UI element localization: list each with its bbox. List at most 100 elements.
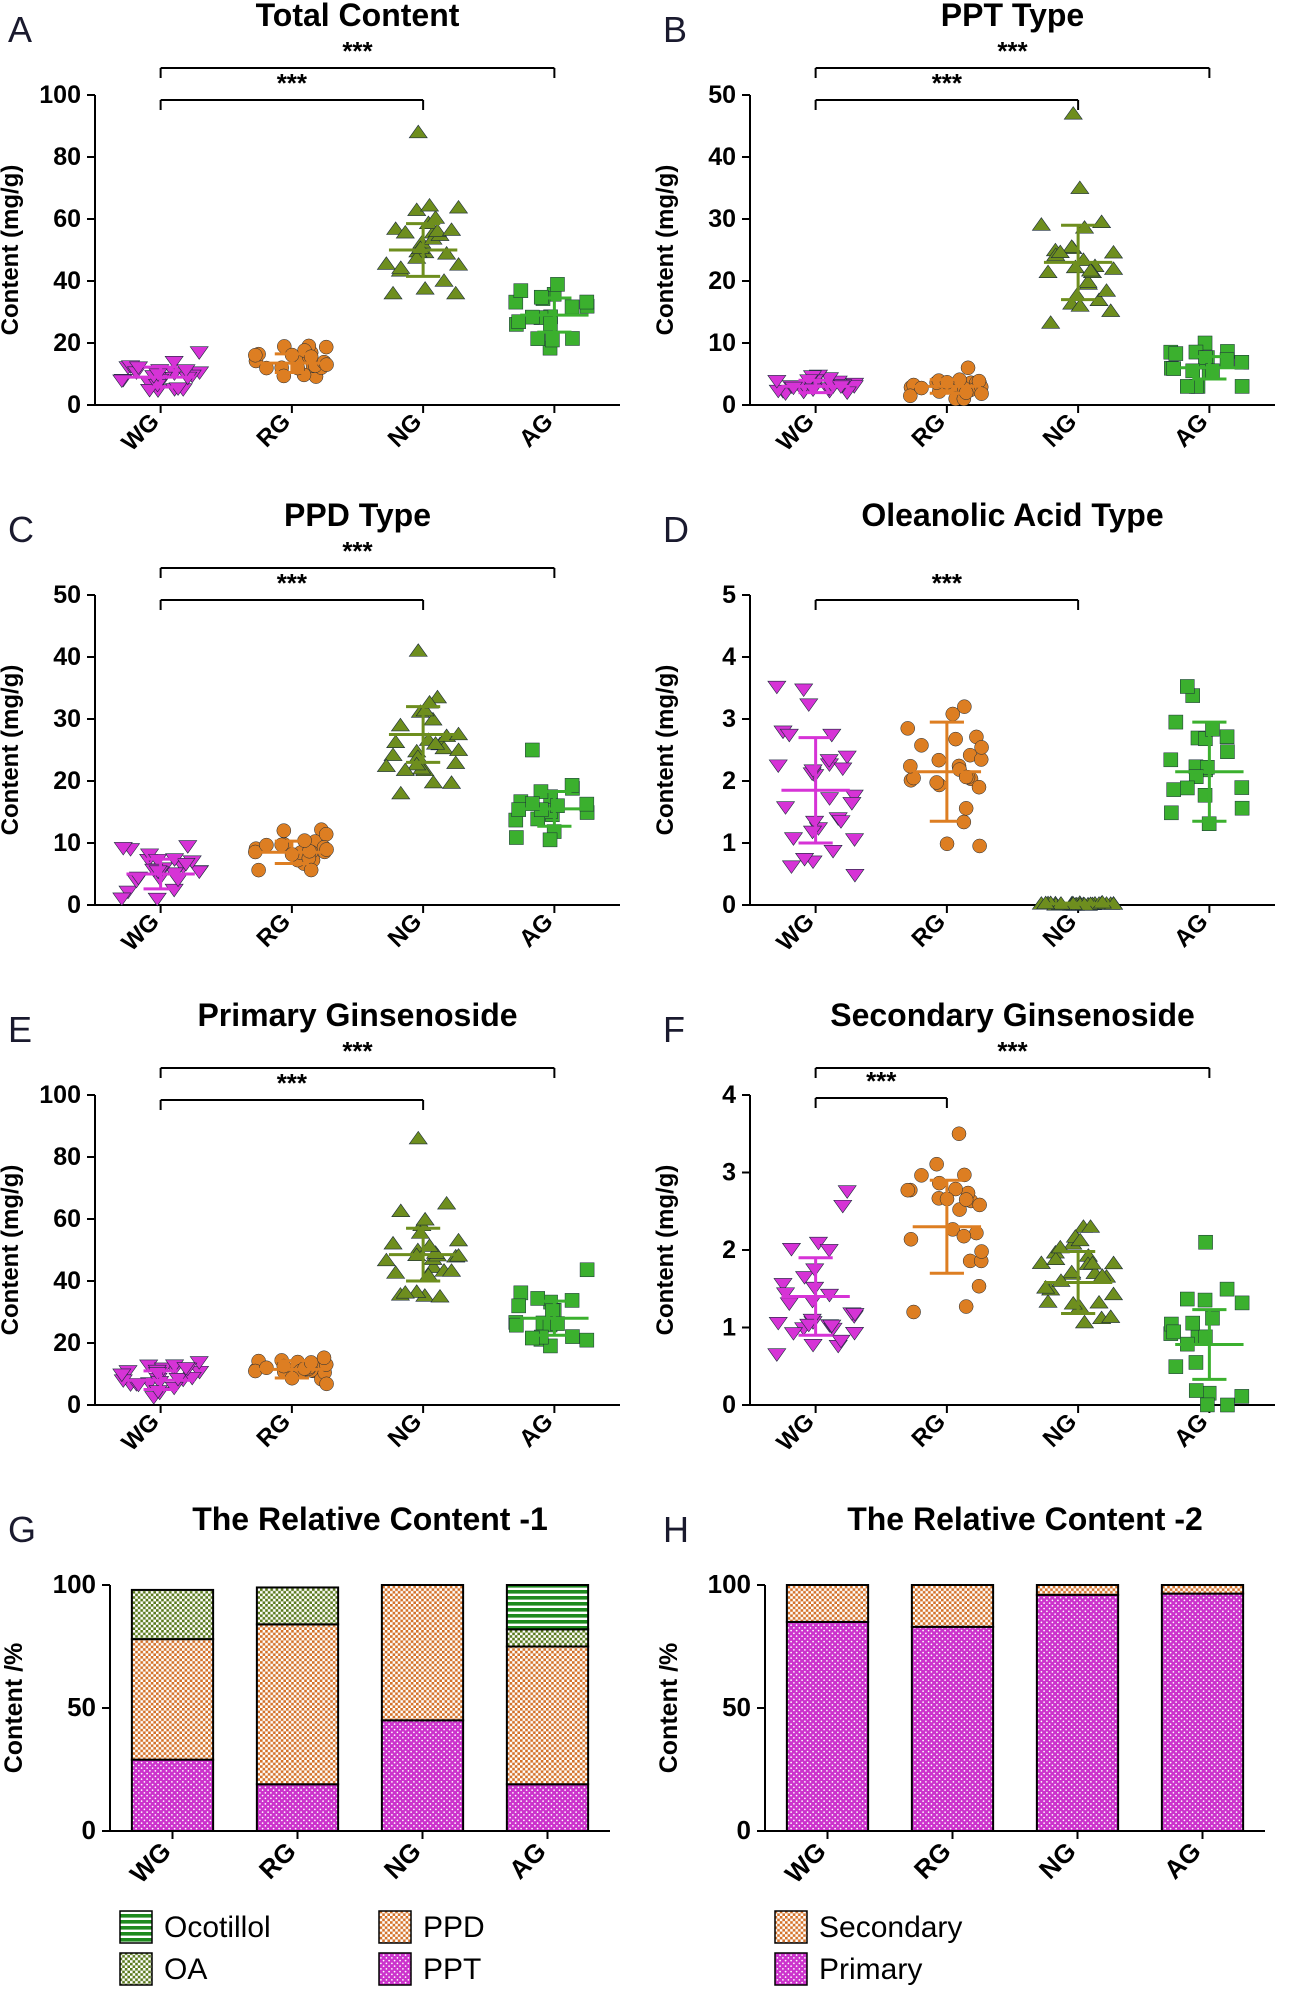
svg-text:10: 10 (53, 829, 81, 857)
svg-text:RG: RG (907, 908, 952, 953)
svg-text:Content (mg/g): Content (mg/g) (655, 665, 679, 836)
svg-text:40: 40 (53, 1267, 81, 1295)
svg-text:Secondary Ginsenoside: Secondary Ginsenoside (830, 1000, 1195, 1033)
svg-text:NG: NG (383, 908, 428, 953)
svg-text:A: A (8, 9, 32, 50)
svg-text:***: *** (932, 568, 963, 598)
svg-text:0: 0 (67, 891, 81, 919)
svg-text:Content /%: Content /% (655, 1643, 683, 1774)
svg-text:50: 50 (722, 1692, 751, 1722)
svg-text:AG: AG (514, 1408, 559, 1453)
svg-text:Primary: Primary (819, 1953, 922, 1986)
svg-text:0: 0 (67, 391, 81, 419)
svg-text:AG: AG (1158, 1836, 1207, 1885)
svg-text:WG: WG (772, 1408, 820, 1456)
svg-text:NG: NG (1038, 1408, 1083, 1453)
svg-text:RG: RG (907, 1408, 952, 1453)
svg-text:1: 1 (722, 1314, 736, 1342)
svg-text:0: 0 (67, 1391, 81, 1419)
svg-text:2: 2 (722, 1236, 736, 1264)
svg-text:***: *** (277, 568, 308, 598)
svg-text:WG: WG (772, 408, 820, 456)
svg-text:F: F (663, 1009, 685, 1050)
svg-text:AG: AG (1169, 1408, 1214, 1453)
svg-text:PPT Type: PPT Type (941, 0, 1084, 33)
svg-text:Secondary: Secondary (819, 1911, 962, 1944)
svg-text:40: 40 (53, 267, 81, 295)
svg-text:WG: WG (117, 408, 165, 456)
svg-text:20: 20 (708, 267, 736, 295)
svg-text:RG: RG (252, 908, 297, 953)
svg-text:2: 2 (722, 767, 736, 795)
svg-text:100: 100 (39, 1081, 81, 1109)
svg-text:4: 4 (722, 643, 736, 671)
svg-text:***: *** (997, 1036, 1028, 1066)
svg-text:PPD: PPD (423, 1911, 485, 1944)
svg-text:Content (mg/g): Content (mg/g) (0, 165, 24, 336)
svg-text:3: 3 (722, 1159, 736, 1187)
svg-text:30: 30 (708, 205, 736, 233)
svg-text:0: 0 (722, 391, 736, 419)
svg-text:60: 60 (53, 205, 81, 233)
svg-text:Content (mg/g): Content (mg/g) (655, 165, 679, 336)
svg-text:WG: WG (779, 1836, 832, 1889)
svg-text:5: 5 (722, 581, 736, 609)
svg-text:E: E (8, 1009, 32, 1050)
svg-text:B: B (663, 9, 687, 50)
svg-text:C: C (8, 509, 34, 550)
svg-text:WG: WG (772, 908, 820, 956)
svg-text:40: 40 (53, 643, 81, 671)
svg-text:4: 4 (722, 1081, 736, 1109)
svg-text:***: *** (866, 1066, 897, 1096)
svg-text:NG: NG (1033, 1836, 1082, 1885)
svg-text:RG: RG (252, 1408, 297, 1453)
svg-text:AG: AG (1169, 908, 1214, 953)
svg-text:NG: NG (1038, 908, 1083, 953)
svg-text:AG: AG (1169, 408, 1214, 453)
svg-text:0: 0 (82, 1815, 96, 1845)
svg-text:H: H (663, 1509, 689, 1550)
svg-text:20: 20 (53, 767, 81, 795)
svg-text:20: 20 (53, 1329, 81, 1357)
svg-text:***: *** (277, 68, 308, 98)
svg-text:80: 80 (53, 143, 81, 171)
svg-text:RG: RG (253, 1836, 302, 1885)
svg-text:***: *** (997, 36, 1028, 66)
svg-text:50: 50 (53, 581, 81, 609)
svg-text:RG: RG (908, 1836, 957, 1885)
svg-text:40: 40 (708, 143, 736, 171)
svg-text:100: 100 (53, 1569, 96, 1599)
svg-text:80: 80 (53, 1143, 81, 1171)
svg-text:50: 50 (67, 1692, 96, 1722)
svg-text:RG: RG (252, 408, 297, 453)
svg-text:30: 30 (53, 705, 81, 733)
svg-text:WG: WG (117, 1408, 165, 1456)
svg-text:Oleanolic Acid Type: Oleanolic Acid Type (861, 500, 1163, 533)
svg-text:Total Content: Total Content (256, 0, 460, 33)
svg-text:50: 50 (708, 81, 736, 109)
svg-text:NG: NG (383, 1408, 428, 1453)
svg-text:***: *** (277, 1068, 308, 1098)
svg-text:AG: AG (514, 408, 559, 453)
svg-text:10: 10 (708, 329, 736, 357)
svg-text:AG: AG (514, 908, 559, 953)
svg-text:3: 3 (722, 705, 736, 733)
svg-text:NG: NG (1038, 408, 1083, 453)
svg-text:OA: OA (164, 1953, 207, 1986)
svg-text:60: 60 (53, 1205, 81, 1233)
svg-text:***: *** (342, 36, 373, 66)
svg-text:WG: WG (117, 908, 165, 956)
svg-text:NG: NG (383, 408, 428, 453)
svg-text:Content /%: Content /% (0, 1643, 28, 1774)
svg-text:Primary Ginsenoside: Primary Ginsenoside (197, 1000, 517, 1033)
svg-text:***: *** (342, 1036, 373, 1066)
svg-text:The Relative Content -2: The Relative Content -2 (847, 1501, 1203, 1537)
svg-text:Content (mg/g): Content (mg/g) (0, 665, 24, 836)
svg-text:Content (mg/g): Content (mg/g) (655, 1165, 679, 1336)
svg-text:100: 100 (39, 81, 81, 109)
svg-text:1: 1 (722, 829, 736, 857)
svg-text:RG: RG (907, 408, 952, 453)
svg-text:0: 0 (722, 1391, 736, 1419)
svg-text:***: *** (932, 68, 963, 98)
svg-text:NG: NG (378, 1836, 427, 1885)
